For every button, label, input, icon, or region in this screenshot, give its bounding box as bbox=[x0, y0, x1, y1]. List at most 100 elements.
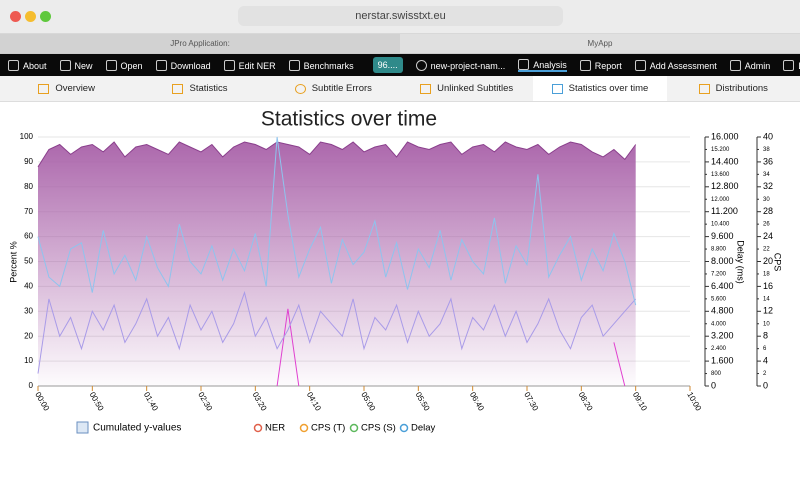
tick-label: 4 bbox=[763, 355, 768, 365]
tab[interactable]: Subtitle Errors bbox=[267, 76, 400, 101]
chart: Statistics over time Percent % Delay (ms… bbox=[8, 108, 783, 434]
menu-item[interactable]: About bbox=[8, 59, 47, 71]
tick-label: 7.200 bbox=[711, 272, 727, 278]
tick-label: 12.800 bbox=[711, 181, 739, 191]
x-tick-label: 04:10 bbox=[305, 391, 323, 413]
line bbox=[37, 141, 637, 168]
x-tick-label: 08:20 bbox=[577, 391, 595, 413]
y-axis-label: Percent % bbox=[8, 241, 18, 283]
tick-label: 16 bbox=[763, 281, 773, 291]
y-tick-label: 10 bbox=[24, 356, 33, 365]
menu-item[interactable]: Benchmarks bbox=[288, 59, 354, 71]
menu-label: Benchmarks bbox=[303, 60, 354, 71]
tick-label: 0 bbox=[711, 380, 716, 390]
checkbox[interactable] bbox=[76, 421, 89, 434]
menu-label: New bbox=[74, 60, 93, 71]
tick-label: 16.000 bbox=[711, 131, 739, 141]
tab-label: Unlinked Subtitles bbox=[437, 83, 514, 94]
x-tick-label: 03:20 bbox=[251, 391, 269, 413]
line bbox=[37, 136, 637, 306]
tick-label: 3.200 bbox=[711, 331, 734, 341]
x-tick-label: 01:40 bbox=[142, 391, 160, 413]
minimize-button[interactable] bbox=[25, 11, 36, 22]
menu-item[interactable]: Admin bbox=[729, 59, 771, 71]
legend-label: Delay bbox=[411, 423, 436, 434]
menu-item[interactable]: new-project-nam... bbox=[415, 59, 505, 71]
address-bar[interactable]: nerstar.swisstxt.eu bbox=[238, 6, 563, 26]
tab[interactable]: Overview bbox=[0, 76, 133, 101]
checkbox-label: Cumulated y-values bbox=[93, 423, 181, 434]
tick-label: 12 bbox=[763, 306, 773, 316]
browser-tab[interactable]: MyApp bbox=[587, 39, 613, 48]
x-tick-label: 10:00 bbox=[685, 391, 703, 413]
menu-item[interactable]: Report bbox=[579, 59, 622, 71]
tab[interactable]: Statistics bbox=[133, 76, 266, 101]
tab[interactable]: Distributions bbox=[667, 76, 800, 101]
menu-item[interactable]: Analysis bbox=[518, 58, 567, 72]
x-tick-label: 07:30 bbox=[522, 391, 540, 413]
menu-label: Report bbox=[594, 60, 622, 71]
menu-item[interactable]: Add Assessment bbox=[634, 59, 717, 71]
tick-label: 38 bbox=[763, 147, 770, 153]
menu-item[interactable]: New bbox=[59, 59, 93, 71]
menu-label: Download bbox=[170, 60, 211, 71]
tick-label: 40 bbox=[763, 131, 773, 141]
tick-label: 26 bbox=[763, 222, 770, 228]
browser-toolbar: nerstar.swisstxt.eu bbox=[0, 0, 800, 34]
tick-label: 14.400 bbox=[711, 156, 739, 166]
tick-label: 13.600 bbox=[711, 172, 730, 178]
tab[interactable]: Unlinked Subtitles bbox=[400, 76, 533, 101]
legend-label: CPS (S) bbox=[361, 423, 396, 434]
tab[interactable]: Statistics over time bbox=[533, 76, 667, 101]
x-tick-label: 06:40 bbox=[468, 391, 486, 413]
y-tick-label: 90 bbox=[24, 157, 33, 166]
y2-axis-label: Delay (ms) bbox=[736, 240, 746, 284]
menu-label: About bbox=[23, 60, 47, 71]
menu-label: Edit NER bbox=[238, 60, 276, 71]
browser-tabs: JPro Application: MyApp bbox=[0, 34, 800, 54]
zoom-button[interactable] bbox=[40, 11, 51, 22]
tick-label: 4.800 bbox=[711, 306, 734, 316]
tick-label: 24 bbox=[763, 231, 773, 241]
tick-label: 36 bbox=[763, 156, 773, 166]
tick-label: 8 bbox=[763, 331, 768, 341]
x-tick-label: 00:00 bbox=[33, 391, 51, 413]
y3-axis-label: CPS bbox=[773, 253, 783, 272]
tick-label: 34 bbox=[763, 172, 770, 178]
menu-item[interactable]: Download bbox=[155, 59, 211, 71]
y-tick-label: 100 bbox=[20, 132, 34, 141]
line bbox=[276, 308, 626, 387]
tick-label: 32 bbox=[763, 181, 773, 191]
menu-item[interactable]: Logout bbox=[783, 59, 800, 71]
x-tick-label: 05:00 bbox=[359, 391, 377, 413]
tick-label: 10.400 bbox=[711, 222, 730, 228]
browser-tab[interactable]: JPro Application: bbox=[0, 34, 400, 53]
tick-label: 8.800 bbox=[711, 247, 727, 253]
legend-label: CPS (T) bbox=[311, 423, 345, 434]
menu-item[interactable]: Open bbox=[105, 59, 143, 71]
menu-label: Admin bbox=[744, 60, 771, 71]
badge[interactable]: 96.... bbox=[372, 57, 403, 73]
tick-label: 30 bbox=[763, 197, 770, 203]
tick-label: 12.000 bbox=[711, 197, 730, 203]
legend-marker bbox=[299, 423, 309, 433]
tick-label: 800 bbox=[711, 371, 722, 377]
menu-item[interactable]: Edit NER bbox=[223, 59, 276, 71]
tick-label: 6 bbox=[763, 346, 767, 352]
tick-label: 0 bbox=[763, 380, 768, 390]
tab-label: Overview bbox=[55, 83, 95, 94]
legend-marker bbox=[399, 423, 409, 433]
tick-label: 2 bbox=[763, 371, 767, 377]
menu-label: Analysis bbox=[533, 59, 567, 70]
tick-label: 15.200 bbox=[711, 147, 730, 153]
tick-label: 1.600 bbox=[711, 355, 734, 365]
tick-label: 8.000 bbox=[711, 256, 734, 266]
close-button[interactable] bbox=[10, 11, 21, 22]
y-tick-label: 40 bbox=[24, 282, 33, 291]
tab-label: Subtitle Errors bbox=[311, 83, 372, 94]
y-tick-label: 70 bbox=[24, 207, 33, 216]
x-tick-label: 09:10 bbox=[631, 391, 649, 413]
y-tick-label: 0 bbox=[29, 381, 34, 390]
